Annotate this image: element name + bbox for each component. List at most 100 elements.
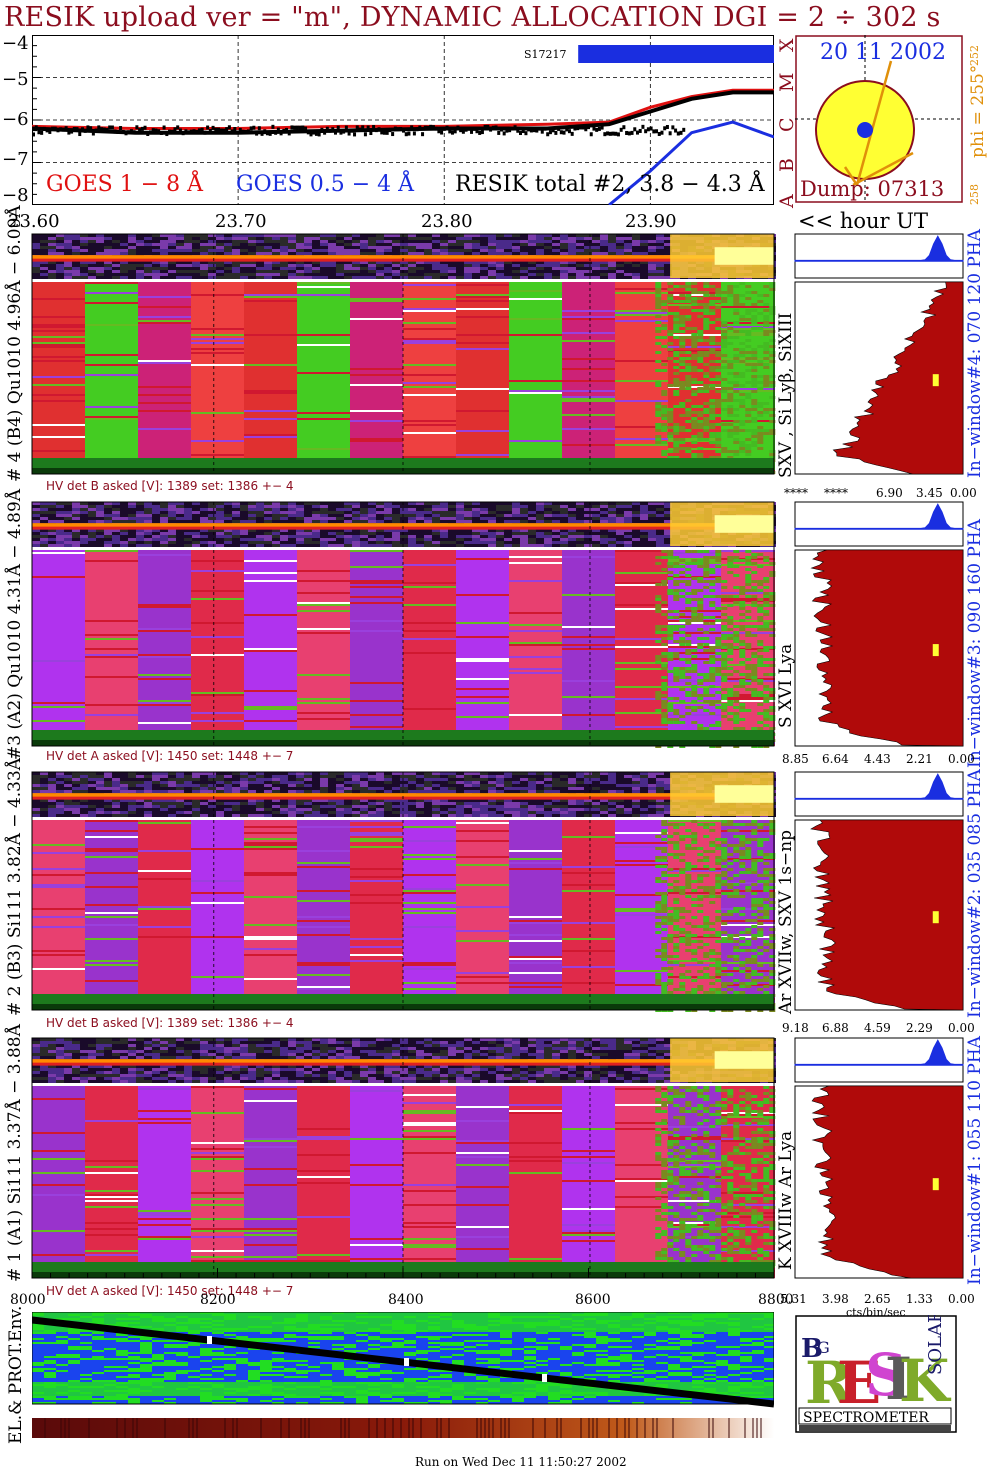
panel-2-heat-noise [751, 571, 758, 574]
panel-1-strip-cell [488, 252, 496, 255]
panel-2-heat-noise [763, 688, 770, 691]
panel-2-heat-noise [685, 592, 692, 595]
panel-1-strip-cell [320, 246, 328, 249]
panel-2-strip-cell [624, 535, 632, 538]
panel-1-heat-row [562, 340, 616, 342]
panel-1-strip-cell [312, 261, 320, 264]
panel-1-strip-cell [512, 240, 520, 243]
panel-2-heat-noise [745, 673, 752, 676]
panel-1-strip-cell [88, 243, 96, 246]
goes-resik-point [606, 131, 610, 136]
panel-2-strip-cell [504, 535, 512, 538]
panel-1-strip-cell [472, 243, 480, 246]
panel-1-heat-noise [763, 351, 770, 354]
panel-2-strip-cell [352, 544, 360, 547]
panel-2-strip-cell [496, 508, 504, 511]
panel-1-strip-cell [592, 234, 600, 237]
panel-1-heat-noise [745, 414, 752, 417]
panel-1-strip-cell [72, 243, 80, 246]
panel-2-heat-row [509, 672, 563, 674]
panel-1-strip-cell [496, 240, 504, 243]
panel-2-strip-cell [560, 502, 568, 505]
goes-resik-point [576, 126, 580, 131]
panel-1-strip-cell [568, 234, 576, 237]
panel-1-strip-cell [168, 273, 176, 276]
panel-1-heat-noise [655, 429, 662, 432]
panel-2-strip-cell [552, 502, 560, 505]
panel-2-strip-cell [272, 544, 280, 547]
panel-1-strip-cell [552, 243, 560, 246]
panel-1-strip-cell [552, 261, 560, 264]
panel-2-heat-noise [661, 613, 668, 616]
panel-3-strip-cell [528, 772, 536, 775]
panel-1-strip-cell [208, 270, 216, 273]
panel-3-strip-cell [168, 781, 176, 784]
panel-2-strip-cell [368, 541, 376, 544]
panel-2-strip-cell [288, 529, 296, 532]
panel-1-strip-cell [624, 240, 632, 243]
panel-2-strip-cell [560, 532, 568, 535]
panel-2-heat-noise [733, 691, 740, 694]
panel-2-strip-cell [640, 517, 648, 520]
panel-1-strip-cell [368, 273, 376, 276]
panel-1-strip-cell [200, 246, 208, 249]
panel-1-strip-cell [512, 264, 520, 267]
panel-2-strip-cell [272, 508, 280, 511]
panel-2-strip-cell [632, 511, 640, 514]
panel-3-strip-cell [88, 772, 96, 775]
panel-2-heat-noise [703, 616, 710, 619]
panel-1-heat-noise [667, 342, 674, 345]
panel-2-heat-noise [679, 580, 686, 583]
panel-1-heat-noise [715, 351, 722, 354]
panel-1-strip-cell [128, 273, 136, 276]
panel-1-strip-cell [344, 276, 352, 279]
panel-2-strip-cell [504, 502, 512, 505]
goes-resik-point [323, 130, 327, 135]
panel-2-strip-cell [624, 529, 632, 532]
panel-1-heat-noise [769, 345, 776, 348]
panel-2-strip-cell [632, 517, 640, 520]
panel-2-heat-noise [715, 646, 722, 649]
panel-1-strip-cell [48, 270, 56, 273]
goes-resik-point [429, 124, 433, 129]
panel-1-strip-cell [376, 267, 384, 270]
panel-2-strip-cell [160, 520, 168, 523]
panel-3-strip-cell [424, 772, 432, 775]
panel-1-heat-noise [667, 450, 674, 453]
panel-2-heat-row [721, 600, 775, 602]
panel-2-strip-cell [176, 517, 184, 520]
panel-1-strip-cell [536, 267, 544, 270]
panel-2-heat-noise [667, 670, 674, 673]
panel-1-heat-noise [763, 381, 770, 384]
panel-1-strip-cell [264, 237, 272, 240]
panel-1-strip-cell [200, 234, 208, 237]
panel-2-heat-noise [655, 631, 662, 634]
panel-2-heat-noise [685, 574, 692, 577]
panel-1-heat-noise [715, 405, 722, 408]
panel-1-heat-row [615, 312, 669, 314]
panel-3-strip-cell [112, 775, 120, 778]
panel-1-heat-noise [679, 426, 686, 429]
panel-2-strip-cell [344, 529, 352, 532]
panel-1-heat-noise [673, 384, 680, 387]
panel-2-heat-noise [721, 676, 728, 679]
panel-2-heat-noise [745, 658, 752, 661]
panel-3-strip-cell [272, 772, 280, 775]
panel-3-strip-cell [32, 781, 40, 784]
panel-1-heat-row [456, 334, 510, 336]
panel-2-strip-cell [360, 502, 368, 505]
panel-2-heat-noise [739, 589, 746, 592]
panel-2-strip-cell [96, 538, 104, 541]
panel-2-strip-cell [272, 538, 280, 541]
panel-2-strip-cell [80, 535, 88, 538]
goes-resik-point [619, 127, 623, 132]
panel-1-strip-cell [192, 252, 200, 255]
panel-2-strip-cell [640, 505, 648, 508]
panel-1-heat-noise [691, 426, 698, 429]
panel-2-strip-cell [320, 541, 328, 544]
panel-3-strip-cell [464, 778, 472, 781]
panel-2-strip-cell [648, 502, 656, 505]
panel-2-strip-cell [400, 544, 408, 547]
panel-2-strip-cell [136, 541, 144, 544]
panel-1-heat-row [32, 356, 86, 358]
